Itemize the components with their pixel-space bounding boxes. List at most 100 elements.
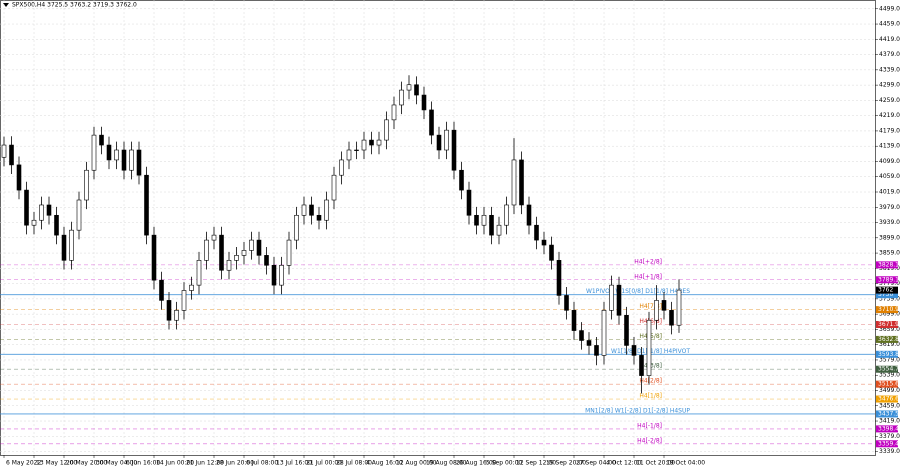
level-label: H4[2/8] <box>639 378 662 385</box>
candle-body <box>519 159 524 206</box>
x-tick-label: 14 Jun 00:00 <box>156 460 194 467</box>
last-price: 3762 <box>878 287 893 294</box>
y-tick-label: 3499.0 <box>879 387 900 394</box>
candle-body <box>526 204 532 226</box>
candle-body <box>226 260 232 271</box>
candle-body <box>609 284 614 311</box>
level-price: 3359.4 <box>878 440 899 447</box>
candle-body <box>639 355 644 376</box>
candle-body <box>549 244 554 261</box>
candle-body <box>159 279 164 301</box>
candle-body <box>294 214 299 241</box>
candle-body <box>24 189 29 226</box>
level-label: H4[-2/8] <box>637 437 662 444</box>
y-tick-label: 4139.0 <box>879 143 900 150</box>
candle-body <box>391 104 397 121</box>
candle-body <box>256 239 262 256</box>
candle-body <box>196 260 202 286</box>
candle-body <box>646 319 652 376</box>
candle-body <box>331 174 337 201</box>
candle-body <box>496 224 502 236</box>
y-tick-label: 3899.0 <box>879 234 900 241</box>
y-tick-label: 3979.0 <box>879 204 900 211</box>
y-tick-label: 4339.0 <box>879 66 900 73</box>
level-label: H4[-1/8] <box>637 422 662 429</box>
y-tick-label: 4379.0 <box>879 51 900 58</box>
level-label: H4[1/8] <box>639 393 662 400</box>
candle-body <box>436 134 442 151</box>
candle-body <box>601 310 607 356</box>
candle-body <box>429 109 434 136</box>
level-price-box <box>876 350 898 358</box>
level-price: 3437.5 <box>878 410 899 417</box>
candle-body <box>489 214 494 236</box>
candle-body <box>451 129 457 171</box>
candle-body <box>459 169 464 191</box>
candle-body <box>211 234 217 241</box>
x-tick-label: 6 Jun 16:00 <box>126 460 160 467</box>
candle-body <box>474 214 479 226</box>
candle-body <box>189 284 194 291</box>
level-price-box <box>876 320 898 328</box>
candle-body <box>99 134 104 146</box>
candle-body <box>136 149 142 176</box>
candle-body <box>361 139 367 151</box>
level-price: 3710.9 <box>878 306 899 313</box>
y-tick-label: 4419.0 <box>879 36 900 43</box>
candle-body <box>571 310 577 331</box>
candle-body <box>9 144 14 166</box>
candle-body <box>579 330 584 341</box>
level-label: W1PIVOT W1S[0/8] D1[1/8] H4RES <box>586 288 690 295</box>
candle-body <box>69 229 74 261</box>
last-price-box <box>876 286 898 294</box>
candle-body <box>376 139 382 146</box>
chart-title: SPX500,H4 3725.5 3763.2 3719.3 3762.0 <box>12 2 137 9</box>
candle-body <box>541 239 547 246</box>
y-tick-label: 4259.0 <box>879 97 900 104</box>
x-tick-label: 19 Oct 04:00 <box>666 460 705 467</box>
candle-body <box>346 149 352 161</box>
level-price: 3398.4 <box>878 425 899 432</box>
level-label: MN1[2/8] W1[-2/8] D1[-2/8] H4SUP <box>585 407 690 414</box>
level-price: 3554.7 <box>878 366 899 373</box>
y-tick-label: 4299.0 <box>879 82 900 89</box>
candle-body <box>616 284 622 316</box>
candle-body <box>46 204 52 216</box>
candle-body <box>354 149 359 151</box>
candle-body <box>339 159 344 176</box>
candle-body <box>466 189 472 216</box>
candle-body <box>234 255 239 261</box>
x-tick-label: 27 Sep 04:00 <box>576 460 616 467</box>
x-tick-label: 4 Oct 12:00 <box>606 460 641 467</box>
y-tick-label: 3539.0 <box>879 372 900 379</box>
y-tick-label: 3459.0 <box>879 402 900 409</box>
level-price-box <box>876 380 898 388</box>
y-tick-label: 4099.0 <box>879 158 900 165</box>
candle-body <box>16 164 22 191</box>
y-tick-label: 3939.0 <box>879 219 900 226</box>
level-price-box <box>876 276 898 284</box>
menu-arrow <box>3 3 9 7</box>
x-tick-label: 13 May 12:00 <box>36 460 77 467</box>
x-tick-label: 20 May 20:00 <box>66 460 107 467</box>
candle-body <box>121 149 127 171</box>
y-tick-label: 4019.0 <box>879 189 900 196</box>
x-tick-label: 19 Aug 08:00 <box>426 460 467 467</box>
level-label: H4[+1/8] <box>634 273 662 280</box>
x-tick-label: 6 Jul 08:00 <box>246 460 278 467</box>
candle-body <box>114 149 119 161</box>
candle-body <box>286 239 292 266</box>
candle-body <box>204 239 209 261</box>
y-tick-label: 4219.0 <box>879 112 900 119</box>
candle-body <box>324 199 329 221</box>
y-tick-label: 3859.0 <box>879 250 900 257</box>
candle-body <box>61 234 67 261</box>
candle-body <box>76 199 82 231</box>
y-tick-label: 4179.0 <box>879 127 900 134</box>
candle-body <box>151 234 157 281</box>
x-tick-label: 12 Sep 12:00 <box>516 460 556 467</box>
candle-body <box>414 84 419 96</box>
level-price-box <box>876 440 898 448</box>
candle-body <box>384 119 389 141</box>
